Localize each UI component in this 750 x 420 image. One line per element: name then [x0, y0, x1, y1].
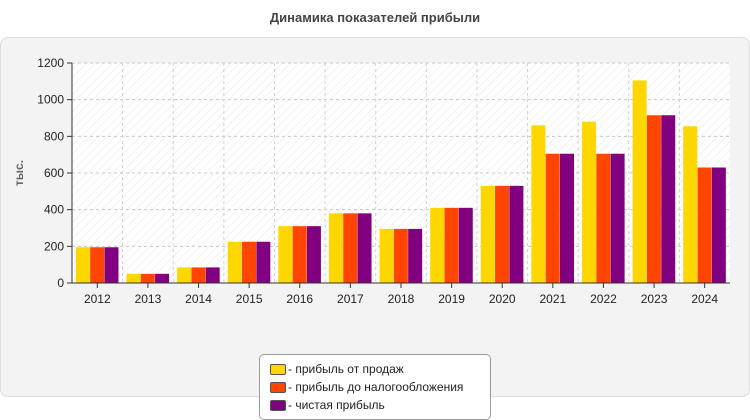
bar [632, 80, 647, 283]
legend-swatch-pretax [270, 381, 286, 393]
bar [683, 126, 698, 283]
y-tick-label: 800 [44, 129, 64, 143]
bar [697, 167, 712, 283]
axes: 0 200 400 600 800 1000 1200 2012 2013 2014 2015 201… [37, 56, 730, 306]
x-tick-label: 2012 [84, 292, 111, 306]
bar [444, 207, 459, 283]
bar [343, 213, 358, 283]
legend: - прибыль от продаж - прибыль до налогоо… [259, 354, 491, 420]
x-tick-label: 2016 [286, 292, 313, 306]
bar [191, 267, 206, 283]
y-tick-label: 400 [44, 203, 64, 217]
x-tick-label: 2024 [691, 292, 718, 306]
bar [610, 153, 625, 283]
chart-title: Динамика показателей прибыли [269, 10, 481, 25]
bar [596, 153, 611, 283]
bar [227, 241, 242, 283]
x-tick-label: 2018 [388, 292, 415, 306]
bar [177, 267, 192, 283]
legend-label: - прибыль от продаж [288, 362, 404, 376]
y-tick-label: 0 [57, 276, 64, 290]
bar [661, 115, 676, 283]
y-tick-label: 200 [44, 239, 64, 253]
x-tick-label: 2022 [590, 292, 617, 306]
y-tick-label: 600 [44, 166, 64, 180]
bar [328, 213, 343, 283]
legend-swatch-sales [270, 363, 286, 375]
bar [292, 226, 307, 283]
bars [75, 80, 726, 284]
bar [393, 228, 408, 283]
bar [242, 241, 257, 283]
x-tick-label: 2015 [236, 292, 263, 306]
bar [379, 228, 394, 283]
bar [408, 228, 423, 283]
bar [126, 273, 141, 283]
bar [75, 247, 90, 283]
y-tick-label: 1000 [37, 93, 64, 107]
x-tick-label: 2020 [489, 292, 516, 306]
x-tick-label: 2019 [438, 292, 465, 306]
bar [205, 267, 220, 283]
bar [509, 185, 524, 283]
bar [559, 153, 574, 283]
bar [531, 125, 546, 283]
legend-item-pretax: - прибыль до налогообложения [270, 378, 490, 396]
y-axis-label: тыс. [12, 160, 26, 186]
legend-label: - чистая прибыль [288, 398, 385, 412]
x-tick-label: 2014 [185, 292, 212, 306]
grid [72, 62, 730, 283]
bar [495, 185, 510, 283]
bar [430, 207, 445, 283]
bar [104, 247, 119, 283]
bar [306, 226, 321, 283]
x-tick-label: 2023 [641, 292, 668, 306]
legend-item-net: - чистая прибыль [270, 396, 490, 414]
bar [278, 226, 293, 283]
bar [582, 121, 597, 284]
x-tick-label: 2017 [337, 292, 364, 306]
bar [357, 213, 372, 283]
bar-chart: 0 200 400 600 800 1000 1200 2012 2013 2014 2015 201… [12, 56, 730, 306]
bar [711, 167, 726, 283]
bar [90, 247, 105, 283]
bar [458, 207, 473, 283]
bar [140, 273, 155, 283]
bar [256, 241, 271, 283]
bar [480, 185, 495, 283]
x-tick-label: 2021 [539, 292, 566, 306]
legend-swatch-net [270, 399, 286, 411]
y-tick-label: 1200 [37, 56, 64, 70]
x-tick-label: 2013 [135, 292, 162, 306]
bar [545, 153, 560, 283]
legend-item-sales: - прибыль от продаж [270, 360, 490, 378]
bar [155, 273, 170, 283]
chart-panel: 0 200 400 600 800 1000 1200 2012 2013 2014 2015 201… [0, 37, 750, 420]
bar [646, 115, 661, 283]
legend-label: - прибыль до налогообложения [288, 380, 464, 394]
